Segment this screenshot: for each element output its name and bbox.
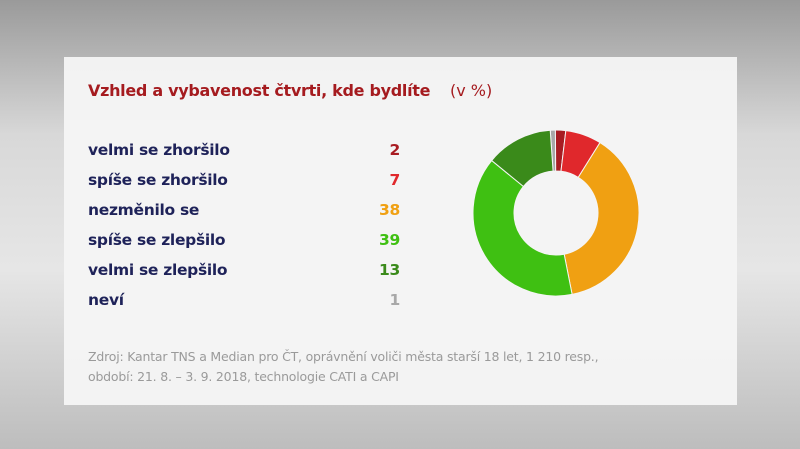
data-label: 38 xyxy=(379,201,400,219)
donut-slice xyxy=(490,129,554,188)
chart-unit: (v %) xyxy=(450,81,493,100)
data-label: 7 xyxy=(389,171,401,189)
legend-row: velmi se zlepšilo 13 xyxy=(88,261,400,285)
source-line-1: Zdroj: Kantar TNS a Median pro ČT, opráv… xyxy=(88,349,599,364)
donut-slice xyxy=(563,141,640,296)
legend-row: nezměnilo se 38 xyxy=(88,201,400,225)
data-label: 39 xyxy=(379,231,400,249)
legend-label: velmi se zhoršilo xyxy=(88,141,230,159)
data-label: 2 xyxy=(389,141,401,159)
donut-slice xyxy=(472,159,573,297)
chart-panel: Vzhled a vybavenost čtvrti, kde bydlíte … xyxy=(64,57,737,405)
donut-chart xyxy=(472,129,640,297)
chart-title: Vzhled a vybavenost čtvrti, kde bydlíte xyxy=(88,81,431,100)
legend-row: spíše se zhoršilo 7 xyxy=(88,171,400,195)
legend-label: spíše se zhoršilo xyxy=(88,171,228,189)
legend-label: velmi se zlepšilo xyxy=(88,261,228,279)
source-note: Zdroj: Kantar TNS a Median pro ČT, opráv… xyxy=(88,347,599,387)
data-label: 1 xyxy=(389,291,401,309)
legend-row: spíše se zlepšilo 39 xyxy=(88,231,400,255)
legend-row: neví 1 xyxy=(88,291,400,315)
source-line-2: období: 21. 8. – 3. 9. 2018, technologie… xyxy=(88,369,399,384)
data-label: 13 xyxy=(379,261,400,279)
legend-label: spíše se zlepšilo xyxy=(88,231,226,249)
legend-label: nezměnilo se xyxy=(88,201,200,219)
legend-row: velmi se zhoršilo 2 xyxy=(88,141,400,165)
legend-label: neví xyxy=(88,291,124,309)
